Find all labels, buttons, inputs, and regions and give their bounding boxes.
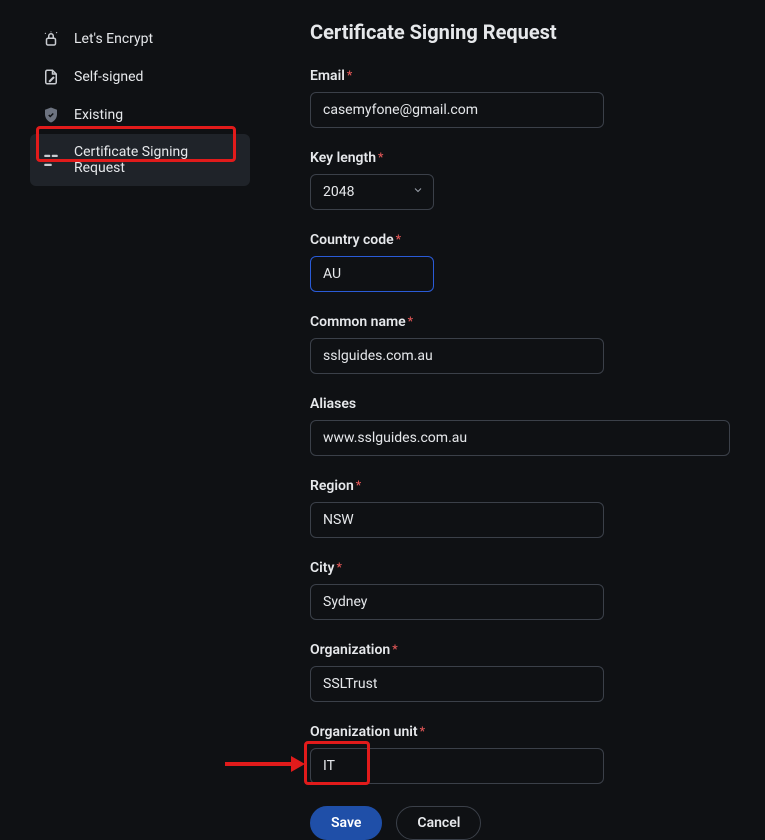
aliases-label: Aliases bbox=[310, 396, 735, 412]
document-pencil-icon bbox=[42, 68, 60, 86]
field-region: Region* bbox=[310, 478, 735, 538]
sidebar-item-lets-encrypt[interactable]: Let's Encrypt bbox=[30, 20, 250, 58]
sidebar-item-label: Self-signed bbox=[74, 69, 143, 85]
field-city: City* bbox=[310, 560, 735, 620]
organization-input[interactable] bbox=[310, 666, 604, 702]
sidebar-item-label: Certificate Signing Request bbox=[74, 144, 238, 176]
key-length-select[interactable] bbox=[310, 174, 434, 210]
email-input[interactable] bbox=[310, 92, 604, 128]
shield-check-icon bbox=[42, 106, 60, 124]
required-mark: * bbox=[378, 150, 383, 164]
region-input[interactable] bbox=[310, 502, 604, 538]
sidebar-item-label: Existing bbox=[74, 107, 123, 123]
common-name-input[interactable] bbox=[310, 338, 604, 374]
sidebar-item-label: Let's Encrypt bbox=[74, 31, 153, 47]
organization-unit-label: Organization unit* bbox=[310, 724, 735, 740]
aliases-input[interactable] bbox=[310, 420, 730, 456]
required-mark: * bbox=[408, 314, 413, 328]
field-organization: Organization* bbox=[310, 642, 735, 702]
region-label: Region* bbox=[310, 478, 735, 494]
sidebar-item-existing[interactable]: Existing bbox=[30, 96, 250, 134]
required-mark: * bbox=[347, 68, 352, 82]
field-common-name: Common name* bbox=[310, 314, 735, 374]
key-length-label: Key length* bbox=[310, 150, 735, 166]
field-key-length: Key length* bbox=[310, 150, 735, 210]
city-input[interactable] bbox=[310, 584, 604, 620]
sidebar: Let's Encrypt Self-signed Existing bbox=[0, 0, 260, 803]
page-title: Certificate Signing Request bbox=[310, 20, 735, 44]
save-button[interactable]: Save bbox=[310, 806, 382, 840]
form-actions: Save Cancel bbox=[310, 806, 735, 840]
required-mark: * bbox=[392, 642, 397, 656]
field-organization-unit: Organization unit* bbox=[310, 724, 735, 784]
country-code-label: Country code* bbox=[310, 232, 735, 248]
required-mark: * bbox=[356, 478, 361, 492]
required-mark: * bbox=[396, 232, 401, 246]
email-label: Email* bbox=[310, 68, 735, 84]
city-label: City* bbox=[310, 560, 735, 576]
field-country-code: Country code* bbox=[310, 232, 735, 292]
sidebar-item-csr[interactable]: Certificate Signing Request bbox=[30, 134, 250, 186]
lock-sparkle-icon bbox=[42, 30, 60, 48]
required-mark: * bbox=[336, 560, 341, 574]
field-email: Email* bbox=[310, 68, 735, 128]
country-code-input[interactable] bbox=[310, 256, 434, 292]
organization-unit-input[interactable] bbox=[310, 748, 604, 784]
main-content: Certificate Signing Request Email* Key l… bbox=[260, 0, 765, 803]
cancel-button[interactable]: Cancel bbox=[396, 806, 481, 840]
sidebar-item-self-signed[interactable]: Self-signed bbox=[30, 58, 250, 96]
form-fields-icon bbox=[42, 151, 60, 169]
organization-label: Organization* bbox=[310, 642, 735, 658]
common-name-label: Common name* bbox=[310, 314, 735, 330]
required-mark: * bbox=[420, 724, 425, 738]
field-aliases: Aliases bbox=[310, 396, 735, 456]
